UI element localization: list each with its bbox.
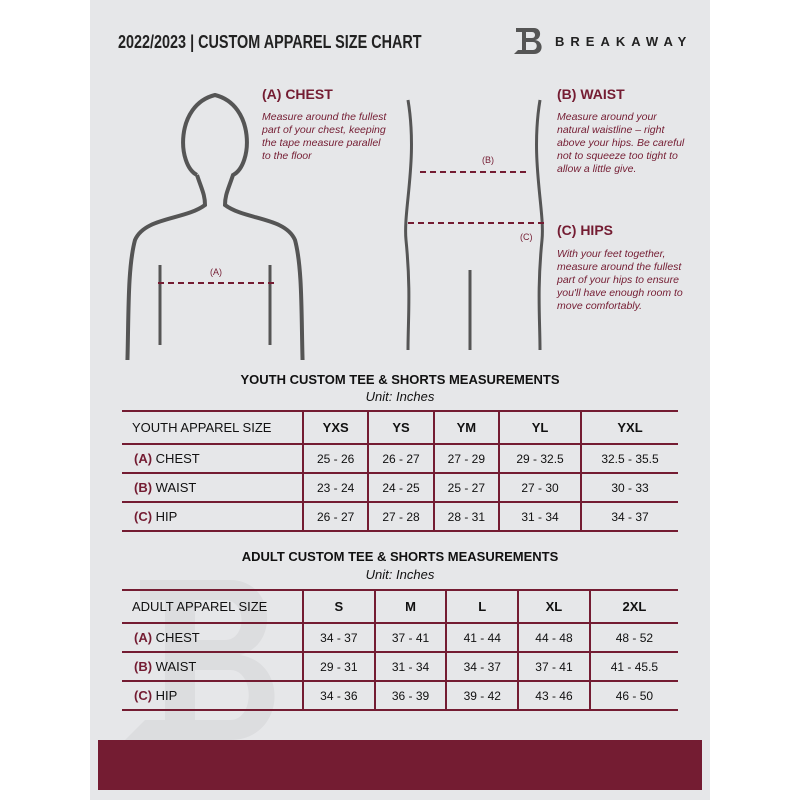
- chest-instructions: Measure around the fullest part of your …: [262, 111, 387, 162]
- table-cell: 43 - 46: [517, 681, 590, 711]
- chest-marker: (A): [210, 267, 222, 277]
- table-cell: 37 - 41: [373, 623, 447, 653]
- table-header-row: YOUTH APPAREL SIZE YXS YS YM YL YXL: [122, 410, 678, 445]
- size-header: ADULT APPAREL SIZE: [122, 589, 303, 624]
- size-column-header: YL: [498, 410, 582, 445]
- size-column-header: S: [302, 589, 375, 624]
- chest-heading: (A) CHEST: [262, 86, 333, 102]
- table-cell: 48 - 52: [588, 623, 678, 653]
- waist-heading: (B) WAIST: [557, 86, 625, 102]
- measurement-label: (C) HIP: [122, 502, 303, 532]
- measurement-key: (C): [134, 509, 153, 524]
- table-cell: 31 - 34: [373, 652, 447, 682]
- table-cell: 34 - 36: [302, 681, 375, 711]
- youth-unit: Unit: Inches: [365, 389, 435, 404]
- measurement-label: (A) CHEST: [122, 444, 303, 474]
- hips-marker: (C): [520, 232, 533, 242]
- table-cell: 29 - 31: [302, 652, 375, 682]
- table-cell: 46 - 50: [588, 681, 678, 711]
- youth-section-title: YOUTH CUSTOM TEE & SHORTS MEASUREMENTS: [240, 372, 560, 387]
- table-row: (A) CHEST 25 - 26 26 - 27 27 - 29 29 - 32.5 3…: [122, 444, 678, 474]
- table-row: (C) HIP 26 - 27 27 - 28 28 - 31 31 - 34 34 - …: [122, 502, 678, 532]
- table-row: (C) HIP 34 - 36 36 - 39 39 - 42 43 - 46 46 - …: [122, 681, 678, 711]
- measurement-label: (B) WAIST: [122, 652, 303, 682]
- table-cell: 25 - 26: [301, 444, 369, 474]
- table-cell: 34 - 37: [445, 652, 519, 682]
- size-column-header: YXL: [580, 410, 678, 445]
- table-cell: 28 - 31: [432, 502, 500, 532]
- table-cell: 25 - 27: [432, 473, 500, 503]
- table-cell: 32.5 - 35.5: [580, 444, 678, 474]
- measurement-label: (B) WAIST: [122, 473, 303, 503]
- measurement-name: CHEST: [155, 451, 200, 466]
- measurement-label: (A) CHEST: [122, 623, 303, 653]
- size-column-header: XL: [517, 589, 590, 624]
- waist-instructions: Measure around your natural waistline – …: [557, 111, 685, 175]
- table-cell: 29 - 32.5: [498, 444, 582, 474]
- table-cell: 27 - 30: [498, 473, 582, 503]
- size-header: YOUTH APPAREL SIZE: [122, 410, 303, 445]
- size-column-header: L: [445, 589, 519, 624]
- table-cell: 34 - 37: [580, 502, 678, 532]
- measurement-name: HIP: [155, 509, 178, 524]
- table-cell: 30 - 33: [580, 473, 678, 503]
- table-header-row: ADULT APPAREL SIZE S M L XL 2XL: [122, 589, 678, 624]
- table-row: (A) CHEST 34 - 37 37 - 41 41 - 44 44 - 48 48 …: [122, 623, 678, 653]
- hips-instructions: With your feet together, measure around …: [557, 248, 683, 312]
- measurement-figures: [125, 92, 545, 360]
- table-cell: 26 - 27: [367, 444, 434, 474]
- size-column-header: YM: [432, 410, 500, 445]
- table-cell: 44 - 48: [517, 623, 590, 653]
- table-cell: 37 - 41: [517, 652, 590, 682]
- hips-heading: (C) HIPS: [557, 222, 613, 238]
- table-cell: 41 - 45.5: [588, 652, 678, 682]
- table-cell: 26 - 27: [301, 502, 369, 532]
- table-cell: 34 - 37: [302, 623, 375, 653]
- footer-band: [98, 740, 702, 790]
- measurement-key: (A): [134, 630, 153, 645]
- adult-size-table: ADULT APPAREL SIZE S M L XL 2XL (A) CHEST 34 - …: [122, 589, 678, 711]
- measurement-key: (C): [134, 688, 153, 703]
- size-column-header: YS: [367, 410, 434, 445]
- measurement-name: CHEST: [155, 630, 200, 645]
- table-cell: 23 - 24: [301, 473, 369, 503]
- youth-size-table: YOUTH APPAREL SIZE YXS YS YM YL YXL (A) CHEST 2…: [122, 410, 678, 532]
- table-row: (B) WAIST 23 - 24 24 - 25 25 - 27 27 - 30 30 …: [122, 473, 678, 503]
- size-column-header: 2XL: [588, 589, 678, 624]
- measurement-name: WAIST: [155, 480, 197, 495]
- size-column-header: M: [373, 589, 447, 624]
- adult-unit: Unit: Inches: [365, 567, 435, 582]
- measurement-key: (A): [134, 451, 153, 466]
- table-row: (B) WAIST 29 - 31 31 - 34 34 - 37 37 - 41 41 …: [122, 652, 678, 682]
- table-cell: 31 - 34: [498, 502, 582, 532]
- table-cell: 27 - 28: [367, 502, 434, 532]
- table-cell: 27 - 29: [432, 444, 500, 474]
- breakaway-logo-icon: [514, 28, 542, 54]
- brand-name: BREAKAWAY: [555, 34, 693, 49]
- measurement-label: (C) HIP: [122, 681, 303, 711]
- measurement-key: (B): [134, 659, 153, 674]
- table-cell: 39 - 42: [445, 681, 519, 711]
- table-cell: 36 - 39: [373, 681, 447, 711]
- table-cell: 41 - 44: [445, 623, 519, 653]
- page-title: 2022/2023 | CUSTOM APPAREL SIZE CHART: [118, 32, 422, 52]
- adult-section-title: ADULT CUSTOM TEE & SHORTS MEASUREMENTS: [241, 549, 559, 564]
- table-cell: 24 - 25: [367, 473, 434, 503]
- measurement-name: HIP: [155, 688, 178, 703]
- waist-marker: (B): [482, 155, 494, 165]
- measurement-name: WAIST: [155, 659, 197, 674]
- size-column-header: YXS: [301, 410, 369, 445]
- measurement-key: (B): [134, 480, 153, 495]
